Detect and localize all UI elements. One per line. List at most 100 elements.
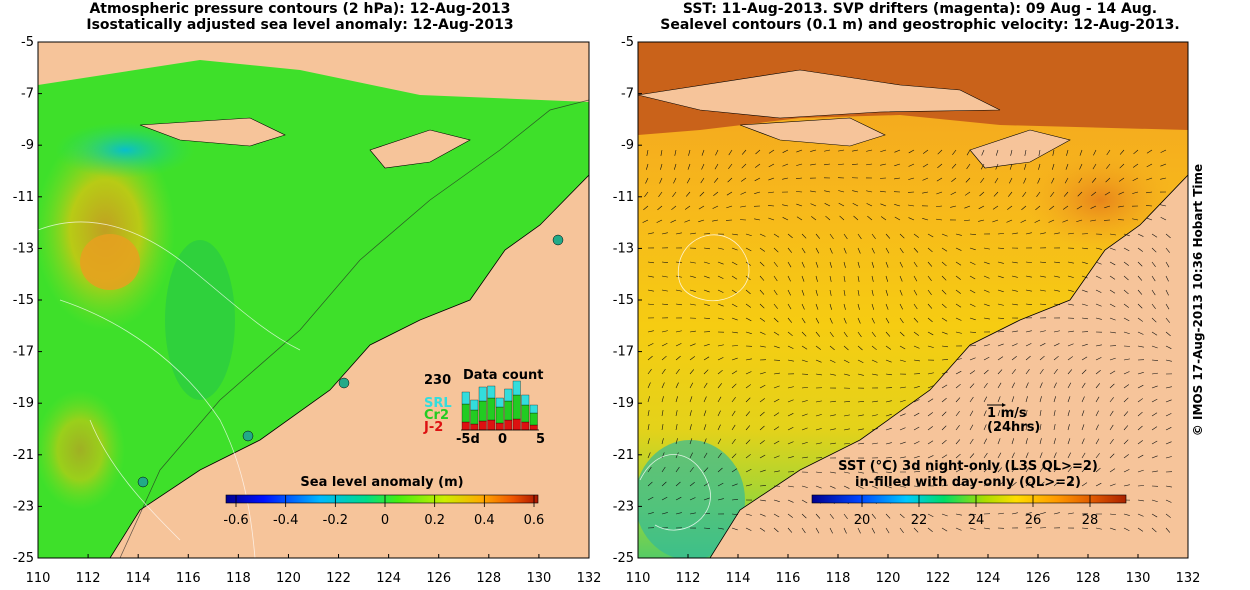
left-land-timor [369,129,471,169]
left-colorbar-tick-label: 0 [381,513,389,528]
data-count-bar-segment [470,399,479,411]
velocity-arrow [829,275,832,282]
velocity-arrow [801,331,807,337]
velocity-arrow [1066,149,1069,156]
velocity-arrow [1123,484,1130,487]
velocity-arrow [969,289,976,294]
velocity-arrow [1151,426,1158,431]
velocity-arrow [885,400,892,403]
velocity-arrow [1011,275,1018,278]
velocity-arrow [955,303,962,308]
velocity-arrow [1095,410,1099,417]
velocity-arrow [1123,513,1130,516]
left-land-australia [109,174,589,558]
velocity-arrow [773,289,778,296]
velocity-arrow [1081,289,1088,293]
left-colorbar-tick-label: -0.6 [223,513,248,528]
velocity-arrow [717,317,724,320]
velocity-arrow [689,467,694,473]
velocity-arrow [1123,439,1129,445]
velocity-arrow [801,386,808,389]
velocity-arrow [815,513,821,519]
velocity-arrow [1109,513,1116,516]
velocity-arrow [773,455,780,459]
velocity-arrow [741,163,747,169]
velocity-arrow [843,401,850,403]
velocity-arrow [1165,317,1170,323]
velocity-arrow [787,289,791,296]
data-count-series-cr2: Cr2 [424,408,449,423]
data-count-xtick-2: 0 [498,432,507,447]
left-lat-tick-label: -11 [13,190,34,205]
velocity-arrow [913,426,920,431]
velocity-arrow [829,373,836,376]
velocity-arrow [1151,385,1158,389]
velocity-arrow [994,177,999,184]
velocity-arrow [703,275,710,279]
velocity-arrow [675,452,679,459]
velocity-arrow [885,289,889,296]
velocity-arrow [997,482,1004,487]
velocity-arrow [1133,149,1139,155]
velocity-arrow [787,485,794,488]
velocity-arrow [1037,177,1041,184]
velocity-arrow [745,411,751,417]
right-title-line2: Sealevel contours (0.1 m) and geostrophi… [660,17,1180,33]
data-count-series-srl: SRL [424,396,452,411]
data-count-bar-segment [478,386,487,402]
velocity-arrow [1053,452,1057,459]
velocity-arrow [782,204,789,207]
velocity-arrow [913,289,918,296]
velocity-arrow [731,453,737,459]
velocity-arrow [1023,177,1027,184]
velocity-arrow [913,275,918,282]
velocity-arrow [852,190,859,193]
data-count-bar-segment [521,394,530,406]
velocity-arrow [801,303,805,310]
velocity-arrow [857,428,864,431]
velocity-arrow [787,317,793,323]
velocity-arrow [1011,356,1017,361]
velocity-arrow [955,483,962,487]
velocity-arrow [1022,191,1027,198]
velocity-arrow [1109,468,1116,473]
velocity-arrow [1109,439,1114,445]
velocity-arrow [642,219,649,223]
velocity-arrow [745,513,752,516]
velocity-arrow [1165,399,1172,403]
velocity-arrow [871,527,876,534]
velocity-arrow [1109,289,1116,294]
velocity-arrow [941,425,947,431]
velocity-arrow [885,359,892,363]
velocity-arrow [1165,303,1170,310]
velocity-arrow [983,356,990,361]
velocity-arrow [801,233,807,239]
velocity-arrow [941,513,948,517]
velocity-arrow [857,527,861,534]
velocity-arrow [773,513,780,518]
velocity-arrow [759,289,765,295]
velocity-arrow [838,202,845,207]
right-colorbar-tick-label: 22 [911,513,928,528]
velocity-arrow [1137,527,1144,532]
velocity-arrow [913,527,919,533]
velocity-arrow [969,383,975,389]
velocity-arrow [773,385,780,389]
velocity-arrow [1053,466,1058,473]
velocity-arrow [801,289,805,296]
left-lat-tick-label: -19 [13,396,34,411]
right-land-java [638,69,1001,119]
velocity-arrow [1160,163,1167,167]
velocity-arrow [1151,331,1158,336]
velocity-arrow [899,275,903,282]
velocity-arrow [857,401,864,403]
right-eddy-contour [677,234,750,302]
velocity-arrow [950,205,957,208]
left-tide-gauge-3 [242,430,254,442]
velocity-arrow [675,275,682,278]
velocity-arrow [728,163,733,169]
velocity-arrow [1118,191,1125,195]
velocity-arrow [675,438,678,445]
velocity-arrow [1095,527,1102,530]
velocity-arrow [1095,303,1102,307]
